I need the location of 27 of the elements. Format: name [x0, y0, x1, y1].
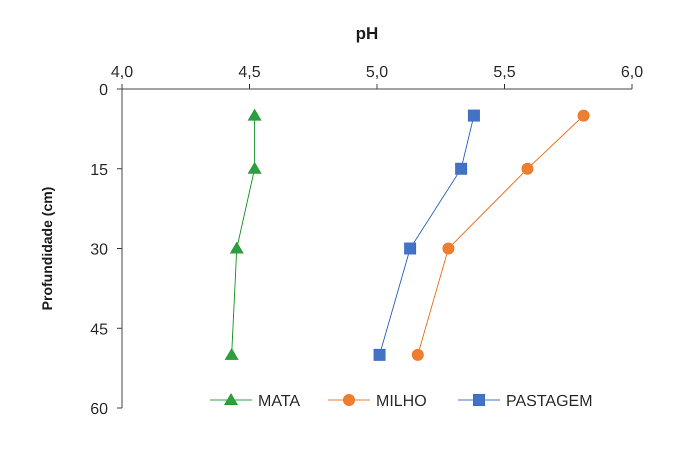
y-tick-label: 15 — [90, 162, 108, 179]
y-tick-label: 0 — [99, 82, 108, 99]
legend-label: MILHO — [376, 393, 427, 410]
point — [455, 162, 468, 175]
x-tick-label: 4,5 — [238, 64, 261, 81]
y-tick-label: 45 — [90, 321, 108, 338]
point — [224, 348, 239, 360]
x-tick-label: 5,5 — [493, 64, 516, 81]
x-tick-label: 6,0 — [620, 64, 644, 81]
point — [230, 242, 244, 254]
x-tick-label: 5,0 — [366, 64, 388, 81]
legend-label: PASTAGEM — [506, 393, 593, 410]
point — [412, 348, 424, 361]
x-tick-label: 4,0 — [110, 64, 134, 81]
point — [468, 110, 480, 122]
y-tick-label: 30 — [90, 242, 108, 258]
x-axis-title: pH — [356, 24, 378, 43]
y-axis-title: Profundidade (cm) — [39, 186, 55, 310]
point — [578, 110, 590, 122]
legend-label: MATA — [258, 393, 300, 410]
point — [248, 108, 262, 121]
point — [404, 242, 416, 254]
y-tick-label: 60 — [90, 401, 108, 418]
point — [374, 348, 386, 361]
point — [442, 242, 454, 254]
point — [521, 162, 534, 175]
point — [248, 162, 262, 174]
